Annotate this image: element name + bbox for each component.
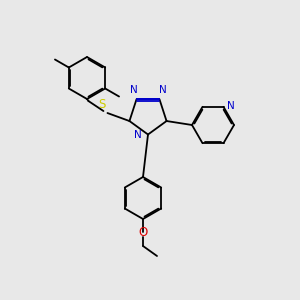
Text: O: O [138,226,148,238]
Text: S: S [98,98,106,111]
Text: N: N [130,85,137,95]
Text: N: N [134,130,142,140]
Text: N: N [227,101,235,111]
Text: N: N [159,85,166,95]
